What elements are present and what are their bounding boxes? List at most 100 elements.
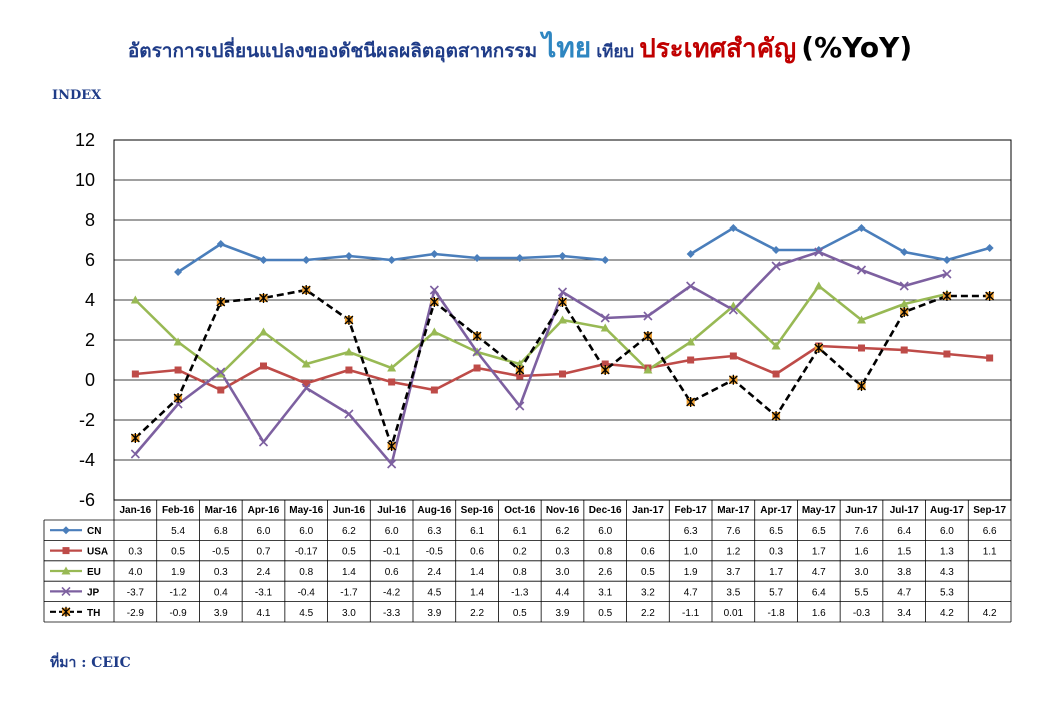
table-cell: 0.3 bbox=[214, 567, 228, 578]
data-point bbox=[301, 285, 311, 295]
data-point bbox=[131, 370, 139, 378]
data-point bbox=[771, 341, 781, 350]
table-cell: 0.01 bbox=[724, 608, 744, 619]
table-cell: 1.1 bbox=[983, 547, 997, 558]
y-tick-label: 4 bbox=[85, 290, 95, 310]
data-point bbox=[600, 323, 610, 332]
table-cell: -1.7 bbox=[340, 587, 358, 598]
table-cell: 4.5 bbox=[299, 608, 313, 619]
data-point bbox=[62, 526, 70, 535]
data-point-star bbox=[472, 331, 482, 341]
table-cell: 6.3 bbox=[684, 526, 698, 537]
y-tick-label: 2 bbox=[85, 330, 95, 350]
data-point bbox=[430, 250, 439, 258]
data-point-star bbox=[985, 291, 995, 301]
data-point bbox=[429, 327, 439, 336]
data-point bbox=[942, 269, 952, 279]
table-cell: -0.17 bbox=[295, 547, 318, 558]
x-tick-label: May-16 bbox=[289, 505, 323, 516]
data-point bbox=[259, 327, 268, 336]
data-point bbox=[857, 315, 866, 324]
table-cell: 6.3 bbox=[427, 526, 441, 537]
data-point bbox=[772, 370, 780, 378]
table-cell: 1.2 bbox=[726, 547, 740, 558]
data-point-star bbox=[899, 307, 909, 317]
table-cell: -3.7 bbox=[127, 587, 145, 598]
table-cell: 0.5 bbox=[513, 608, 527, 619]
data-point bbox=[600, 365, 610, 375]
data-point bbox=[302, 379, 310, 387]
data-point bbox=[986, 354, 994, 362]
table-cell: 3.0 bbox=[556, 567, 570, 578]
table-cell: 6.1 bbox=[513, 526, 527, 537]
data-point bbox=[899, 281, 909, 291]
data-point bbox=[643, 365, 653, 374]
data-point bbox=[387, 256, 396, 264]
data-point bbox=[857, 224, 866, 232]
data-point bbox=[900, 248, 909, 256]
x-tick-label: Oct-16 bbox=[504, 505, 536, 516]
data-point bbox=[899, 307, 909, 317]
data-point bbox=[857, 381, 866, 391]
y-tick-label: -6 bbox=[79, 490, 95, 510]
table-cell: 2.4 bbox=[427, 567, 441, 578]
x-tick-label: Jan-17 bbox=[632, 505, 664, 516]
table-cell: 1.7 bbox=[812, 547, 826, 558]
table-cell: 0.2 bbox=[513, 547, 527, 558]
table-cell: 1.4 bbox=[470, 587, 484, 598]
data-point bbox=[344, 347, 354, 356]
table-cell: 4.2 bbox=[940, 608, 954, 619]
table-cell: 2.6 bbox=[598, 567, 612, 578]
table-cell: 3.2 bbox=[641, 587, 655, 598]
title-part-1: อัตราการเปลี่ยนแปลงของดัชนีผลผลิตอุตสาหก… bbox=[127, 40, 538, 62]
table-cell: 6.2 bbox=[556, 526, 570, 537]
y-tick-label: 0 bbox=[85, 370, 95, 390]
x-tick-label: Apr-16 bbox=[248, 505, 280, 516]
table-cell: 6.0 bbox=[385, 526, 399, 537]
table-cell: -4.2 bbox=[383, 587, 401, 598]
table-cell: 0.5 bbox=[342, 547, 356, 558]
data-point bbox=[216, 297, 226, 307]
table-cell: 6.0 bbox=[940, 526, 954, 537]
data-point bbox=[985, 244, 994, 252]
data-point-star bbox=[173, 393, 183, 403]
data-point bbox=[985, 291, 995, 301]
data-point bbox=[814, 281, 824, 290]
x-tick-label: Jun-16 bbox=[333, 505, 366, 516]
table-cell: -0.4 bbox=[298, 587, 316, 598]
data-point bbox=[558, 315, 567, 324]
x-tick-label: Jul-16 bbox=[377, 505, 406, 516]
data-point-star bbox=[942, 291, 952, 301]
table-cell: -2.9 bbox=[127, 608, 145, 619]
table-cell: 0.5 bbox=[598, 608, 612, 619]
table-cell: 4.0 bbox=[128, 567, 142, 578]
data-point bbox=[687, 356, 695, 364]
y-axis-label: INDEX bbox=[52, 88, 102, 103]
legend-label-jp: JP bbox=[87, 587, 100, 598]
data-point bbox=[217, 386, 225, 394]
data-point bbox=[302, 256, 311, 264]
table-cell: 4.7 bbox=[684, 587, 698, 598]
data-point-star bbox=[857, 381, 866, 391]
data-point bbox=[216, 367, 226, 377]
data-point bbox=[216, 369, 226, 378]
table-cell: 6.0 bbox=[299, 526, 313, 537]
table-cell: 3.1 bbox=[598, 587, 612, 598]
legend-label-cn: CN bbox=[87, 526, 101, 537]
table-cell: 6.0 bbox=[257, 526, 271, 537]
table-cell: 4.4 bbox=[556, 587, 570, 598]
data-point-star bbox=[61, 606, 71, 617]
data-point bbox=[344, 252, 353, 260]
table-cell: 2.2 bbox=[470, 608, 484, 619]
data-point bbox=[814, 246, 823, 254]
table-cell: 4.7 bbox=[897, 587, 911, 598]
table-cell: 7.6 bbox=[855, 526, 869, 537]
data-point-star bbox=[558, 297, 567, 307]
data-point bbox=[558, 252, 567, 260]
table-cell: 0.5 bbox=[171, 547, 185, 558]
table-cell: 1.6 bbox=[855, 547, 869, 558]
series-line-cn bbox=[177, 226, 990, 274]
x-tick-label: Dec-16 bbox=[589, 505, 622, 516]
table-cell: 3.7 bbox=[726, 567, 740, 578]
data-point bbox=[174, 268, 183, 276]
